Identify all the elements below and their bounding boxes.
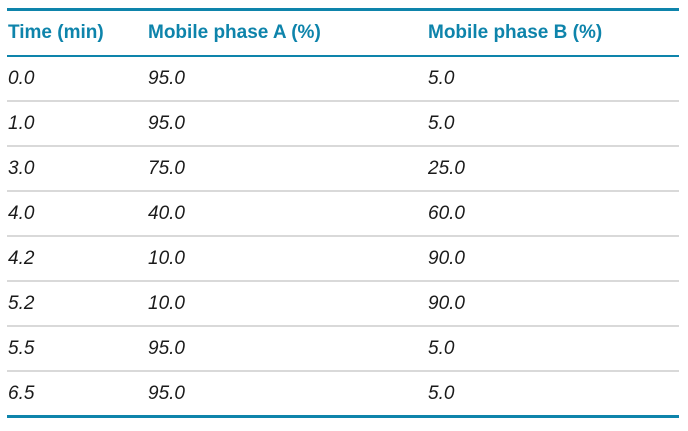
table-row: 0.0 95.0 5.0 [7,56,679,102]
column-header-mobile-phase-a: Mobile phase A (%) [147,9,427,57]
cell-time: 4.0 [7,191,147,237]
gradient-table: Time (min) Mobile phase A (%) Mobile pha… [7,8,679,418]
cell-phase-a: 75.0 [147,146,427,192]
cell-time: 4.2 [7,236,147,282]
table-row: 6.5 95.0 5.0 [7,371,679,417]
cell-phase-b: 90.0 [427,281,679,327]
cell-phase-a: 95.0 [147,56,427,102]
column-header-mobile-phase-b: Mobile phase B (%) [427,9,679,57]
cell-phase-b: 60.0 [427,191,679,237]
cell-phase-b: 5.0 [427,101,679,147]
cell-phase-a: 10.0 [147,236,427,282]
cell-phase-a: 10.0 [147,281,427,327]
cell-phase-a: 95.0 [147,101,427,147]
column-header-time: Time (min) [7,9,147,57]
table-row: 1.0 95.0 5.0 [7,101,679,147]
table-row: 5.2 10.0 90.0 [7,281,679,327]
cell-phase-a: 95.0 [148,382,185,404]
table-header-row: Time (min) Mobile phase A (%) Mobile pha… [7,9,679,57]
cell-time: 0.0 [7,56,147,102]
cell-phase-a: 40.0 [147,191,427,237]
table-row: 4.0 40.0 60.0 [7,191,679,237]
table-row: 5.5 95.0 5.0 [7,326,679,372]
table-row: 3.0 75.0 25.0 [7,146,679,192]
cell-phase-b: 90.0 [427,236,679,282]
cell-phase-a: 95.0 [147,326,427,372]
table-row: 4.2 10.0 90.0 [7,236,679,282]
cell-phase-b: 25.0 [427,146,679,192]
cell-time: 6.5 [8,382,35,404]
cell-phase-b: 5.0 [427,56,679,102]
cell-phase-b: 5.0 [428,382,455,404]
cell-phase-b: 5.0 [427,326,679,372]
cell-time: 5.2 [7,281,147,327]
cell-time: 3.0 [7,146,147,192]
cell-time: 1.0 [7,101,147,147]
cell-time: 5.5 [7,326,147,372]
